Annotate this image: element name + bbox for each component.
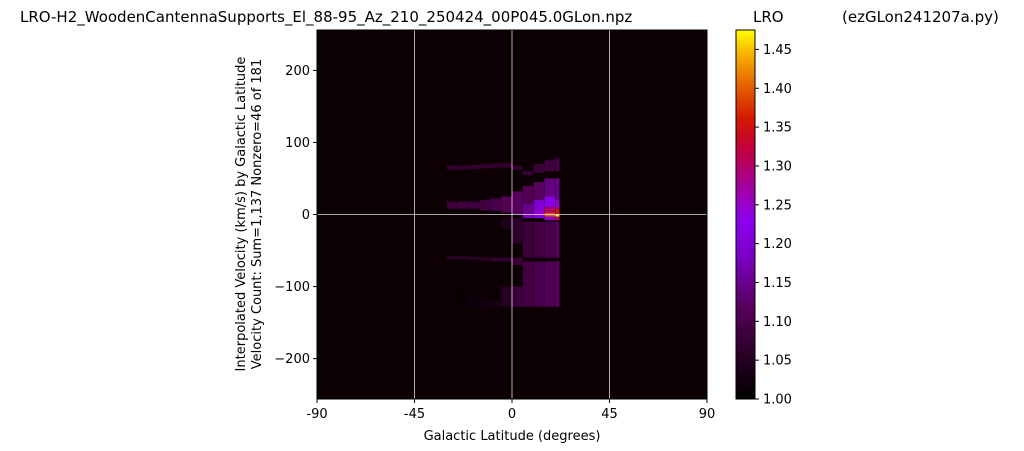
heatmap-cell [533,261,545,307]
y-axis-label: Interpolated Velocity (km/s) by Galactic… [234,57,249,372]
colorbar [735,29,756,400]
heatmap-cell [490,300,501,307]
heatmap-cell [501,163,512,168]
heatmap-cell [522,214,534,219]
heatmap-cell [544,207,556,214]
y-tick-label: 0 [302,208,310,223]
grid-lines [317,30,707,399]
heatmap-cell [522,171,534,175]
heatmap-cell [544,221,556,258]
heatmap-cell [447,256,458,260]
heatmap-cell [512,218,523,244]
heatmap-cell [490,198,501,211]
heatmap-cell [468,257,480,260]
heatmap-cell [555,216,560,221]
y-axis-label-secondary: Velocity Count: Sum=1,137 Nonzero=46 of … [250,59,265,369]
colorbar-ticks: 1.00 1.05 1.10 1.15 1.20 1.25 1.30 1.35 1.40 1.45 [755,43,792,408]
colorbar-tick-label: 1.05 [763,354,792,369]
heatmap-cell [457,201,469,209]
heatmap-cell [490,257,501,262]
heatmap-cell [501,286,512,307]
heatmap-cell [457,256,469,260]
heatmap-cell [544,178,556,197]
heatmap-cell [501,196,512,213]
x-tick-label: 90 [699,407,716,422]
heatmap-cell [512,191,523,215]
heatmap-cell [479,164,491,169]
heatmap-cell [522,203,534,215]
colorbar-label: LRO [753,8,784,26]
heatmap-cell [555,261,560,307]
y-axis: −200 −100 0 100 200 [274,64,317,367]
heatmap-cell [533,164,545,173]
heatmap-cell [533,182,545,201]
heatmap-cell [555,158,560,172]
x-tick-label: -90 [306,407,327,422]
heatmap-cell [457,165,469,170]
colorbar-tick-label: 1.00 [763,393,792,408]
heatmap-cell [512,286,523,307]
heatmap-cell [533,221,545,258]
colorbar-tick-label: 1.20 [763,237,792,252]
y-tick-label: −200 [274,352,310,367]
x-tick-label: 45 [601,407,618,422]
x-tick-label: -45 [404,407,425,422]
heatmap-cell [501,218,512,229]
heatmap-cell [555,208,560,215]
colorbar-tick-label: 1.25 [763,198,792,213]
x-tick-label: 0 [508,407,516,422]
colorbar-tick-label: 1.35 [763,121,792,136]
heatmap-cell [544,261,556,307]
heatmap-cell [522,261,534,307]
x-axis-label: Galactic Latitude (degrees) [424,429,601,444]
heatmap-cell [555,178,560,201]
y-tick-label: 100 [285,136,310,151]
chart-title: LRO-H2_WoodenCantennaSupports_El_88-95_A… [20,8,632,27]
heatmap-cell [479,200,491,211]
heatmap-cell [490,163,501,168]
heatmap-cell [479,257,491,261]
colorbar-tick-label: 1.45 [763,43,792,58]
heatmap-cell [533,200,545,211]
heatmap-cell [457,290,469,307]
heatmap-cell [468,164,480,170]
heatmap-cells [447,158,560,307]
heatmap-cell [468,201,480,209]
heatmap-cell [447,201,458,209]
heatmap-cell [447,165,458,170]
heatmap-cell [555,221,560,258]
heatmap-cell [512,165,523,170]
script-name: (ezGLon241207a.py) [842,8,999,26]
colorbar-tick-label: 1.15 [763,276,792,291]
colorbar-tick-label: 1.40 [763,82,792,97]
heatmap-cell [544,160,556,172]
heatmap-cell [533,214,545,219]
heatmap-cell [555,200,560,209]
x-axis: -90 -45 0 45 90 [306,399,715,422]
heatmap-cell [522,221,534,258]
colorbar-tick-label: 1.30 [763,159,792,174]
heatmap-cell [533,210,545,215]
heatmap-cell [522,185,534,204]
heatmap-cell [544,196,556,208]
heatmap-cell [512,257,523,265]
colorbar-tick-label: 1.10 [763,315,792,330]
heatmap-cell [501,257,512,262]
y-tick-label: 200 [285,64,310,79]
y-tick-label: −100 [274,280,310,295]
heatmap-cell [479,297,491,307]
heatmap-cell [544,216,556,221]
heatmap-cell [468,293,480,307]
heatmap-cell [555,214,560,217]
